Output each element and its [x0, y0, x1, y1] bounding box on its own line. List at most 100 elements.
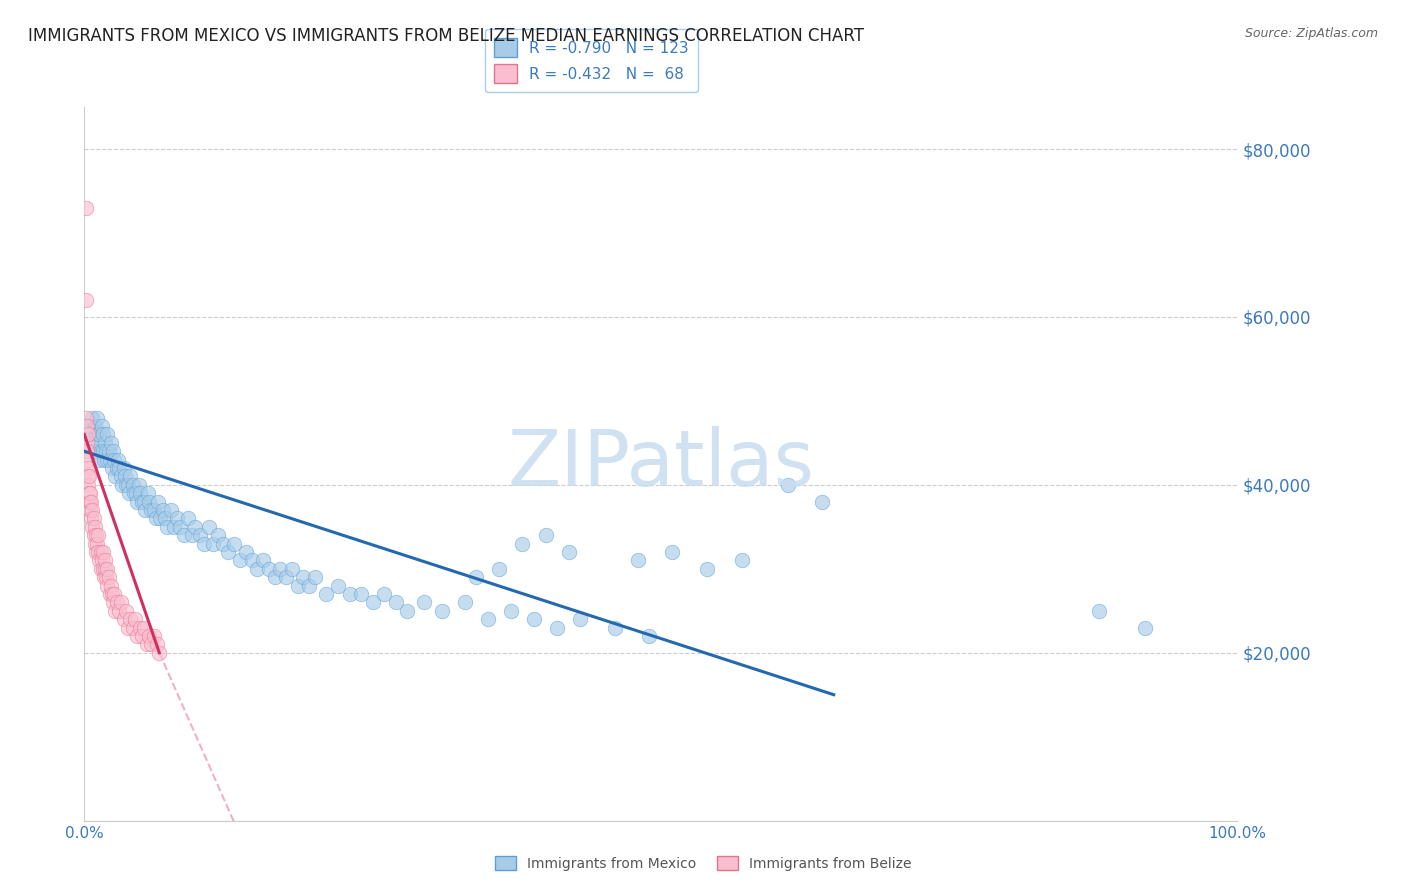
Point: [569, 612, 592, 626]
Point: [184, 520, 207, 534]
Point: [100, 435, 122, 450]
Point: [77, 486, 100, 500]
Point: [75, 410, 97, 425]
Point: [86, 536, 108, 550]
Point: [96, 562, 118, 576]
Point: [87, 545, 110, 559]
Point: [89, 444, 111, 458]
Point: [103, 444, 124, 458]
Point: [103, 595, 124, 609]
Point: [1133, 621, 1156, 635]
Point: [326, 578, 349, 592]
Point: [75, 293, 97, 307]
Point: [252, 553, 274, 567]
Point: [76, 427, 98, 442]
Point: [177, 511, 200, 525]
Point: [82, 520, 104, 534]
Point: [76, 435, 98, 450]
Point: [638, 629, 661, 643]
Point: [96, 444, 118, 458]
Point: [153, 511, 176, 525]
Point: [128, 486, 150, 500]
Point: [136, 486, 159, 500]
Point: [115, 604, 138, 618]
Point: [87, 452, 110, 467]
Point: [128, 478, 150, 492]
Point: [76, 461, 98, 475]
Point: [304, 570, 326, 584]
Point: [173, 528, 195, 542]
Point: [84, 427, 107, 442]
Point: [79, 419, 101, 434]
Point: [269, 562, 291, 576]
Point: [193, 536, 215, 550]
Point: [75, 201, 97, 215]
Point: [373, 587, 395, 601]
Point: [512, 536, 534, 550]
Point: [93, 570, 115, 584]
Point: [202, 536, 225, 550]
Point: [93, 452, 115, 467]
Point: [287, 578, 309, 592]
Text: Source: ZipAtlas.com: Source: ZipAtlas.com: [1244, 27, 1378, 40]
Point: [298, 578, 321, 592]
Point: [131, 629, 153, 643]
Point: [115, 478, 138, 492]
Point: [112, 612, 135, 626]
Point: [112, 461, 135, 475]
Point: [207, 528, 229, 542]
Point: [117, 621, 139, 635]
Point: [82, 503, 104, 517]
Point: [235, 545, 257, 559]
Point: [108, 461, 131, 475]
Point: [499, 604, 522, 618]
Legend: R = -0.790   N = 123, R = -0.432   N =  68: R = -0.790 N = 123, R = -0.432 N = 68: [485, 29, 699, 92]
Point: [146, 637, 169, 651]
Point: [76, 452, 98, 467]
Point: [80, 511, 103, 525]
Point: [134, 503, 156, 517]
Point: [128, 621, 150, 635]
Point: [77, 494, 100, 508]
Point: [101, 461, 124, 475]
Point: [188, 528, 211, 542]
Point: [276, 570, 298, 584]
Point: [97, 444, 120, 458]
Point: [86, 410, 108, 425]
Text: IMMIGRANTS FROM MEXICO VS IMMIGRANTS FROM BELIZE MEDIAN EARNINGS CORRELATION CHA: IMMIGRANTS FROM MEXICO VS IMMIGRANTS FRO…: [28, 27, 865, 45]
Point: [149, 511, 172, 525]
Point: [97, 570, 120, 584]
Point: [477, 612, 499, 626]
Point: [166, 511, 188, 525]
Point: [89, 545, 111, 559]
Point: [229, 553, 252, 567]
Point: [89, 427, 111, 442]
Point: [117, 478, 139, 492]
Point: [281, 562, 304, 576]
Point: [465, 570, 488, 584]
Point: [142, 503, 165, 517]
Point: [152, 503, 174, 517]
Point: [91, 545, 114, 559]
Point: [134, 494, 156, 508]
Point: [811, 494, 834, 508]
Point: [138, 494, 160, 508]
Point: [96, 427, 118, 442]
Point: [396, 604, 419, 618]
Point: [211, 536, 233, 550]
Point: [557, 545, 579, 559]
Point: [122, 486, 145, 500]
Point: [107, 452, 129, 467]
Point: [127, 629, 149, 643]
Point: [76, 419, 98, 434]
Point: [148, 646, 170, 660]
Point: [96, 570, 118, 584]
Point: [84, 545, 107, 559]
Point: [103, 452, 125, 467]
Point: [488, 562, 510, 576]
Point: [546, 621, 568, 635]
Point: [114, 469, 136, 483]
Point: [218, 545, 240, 559]
Point: [138, 629, 160, 643]
Point: [661, 545, 683, 559]
